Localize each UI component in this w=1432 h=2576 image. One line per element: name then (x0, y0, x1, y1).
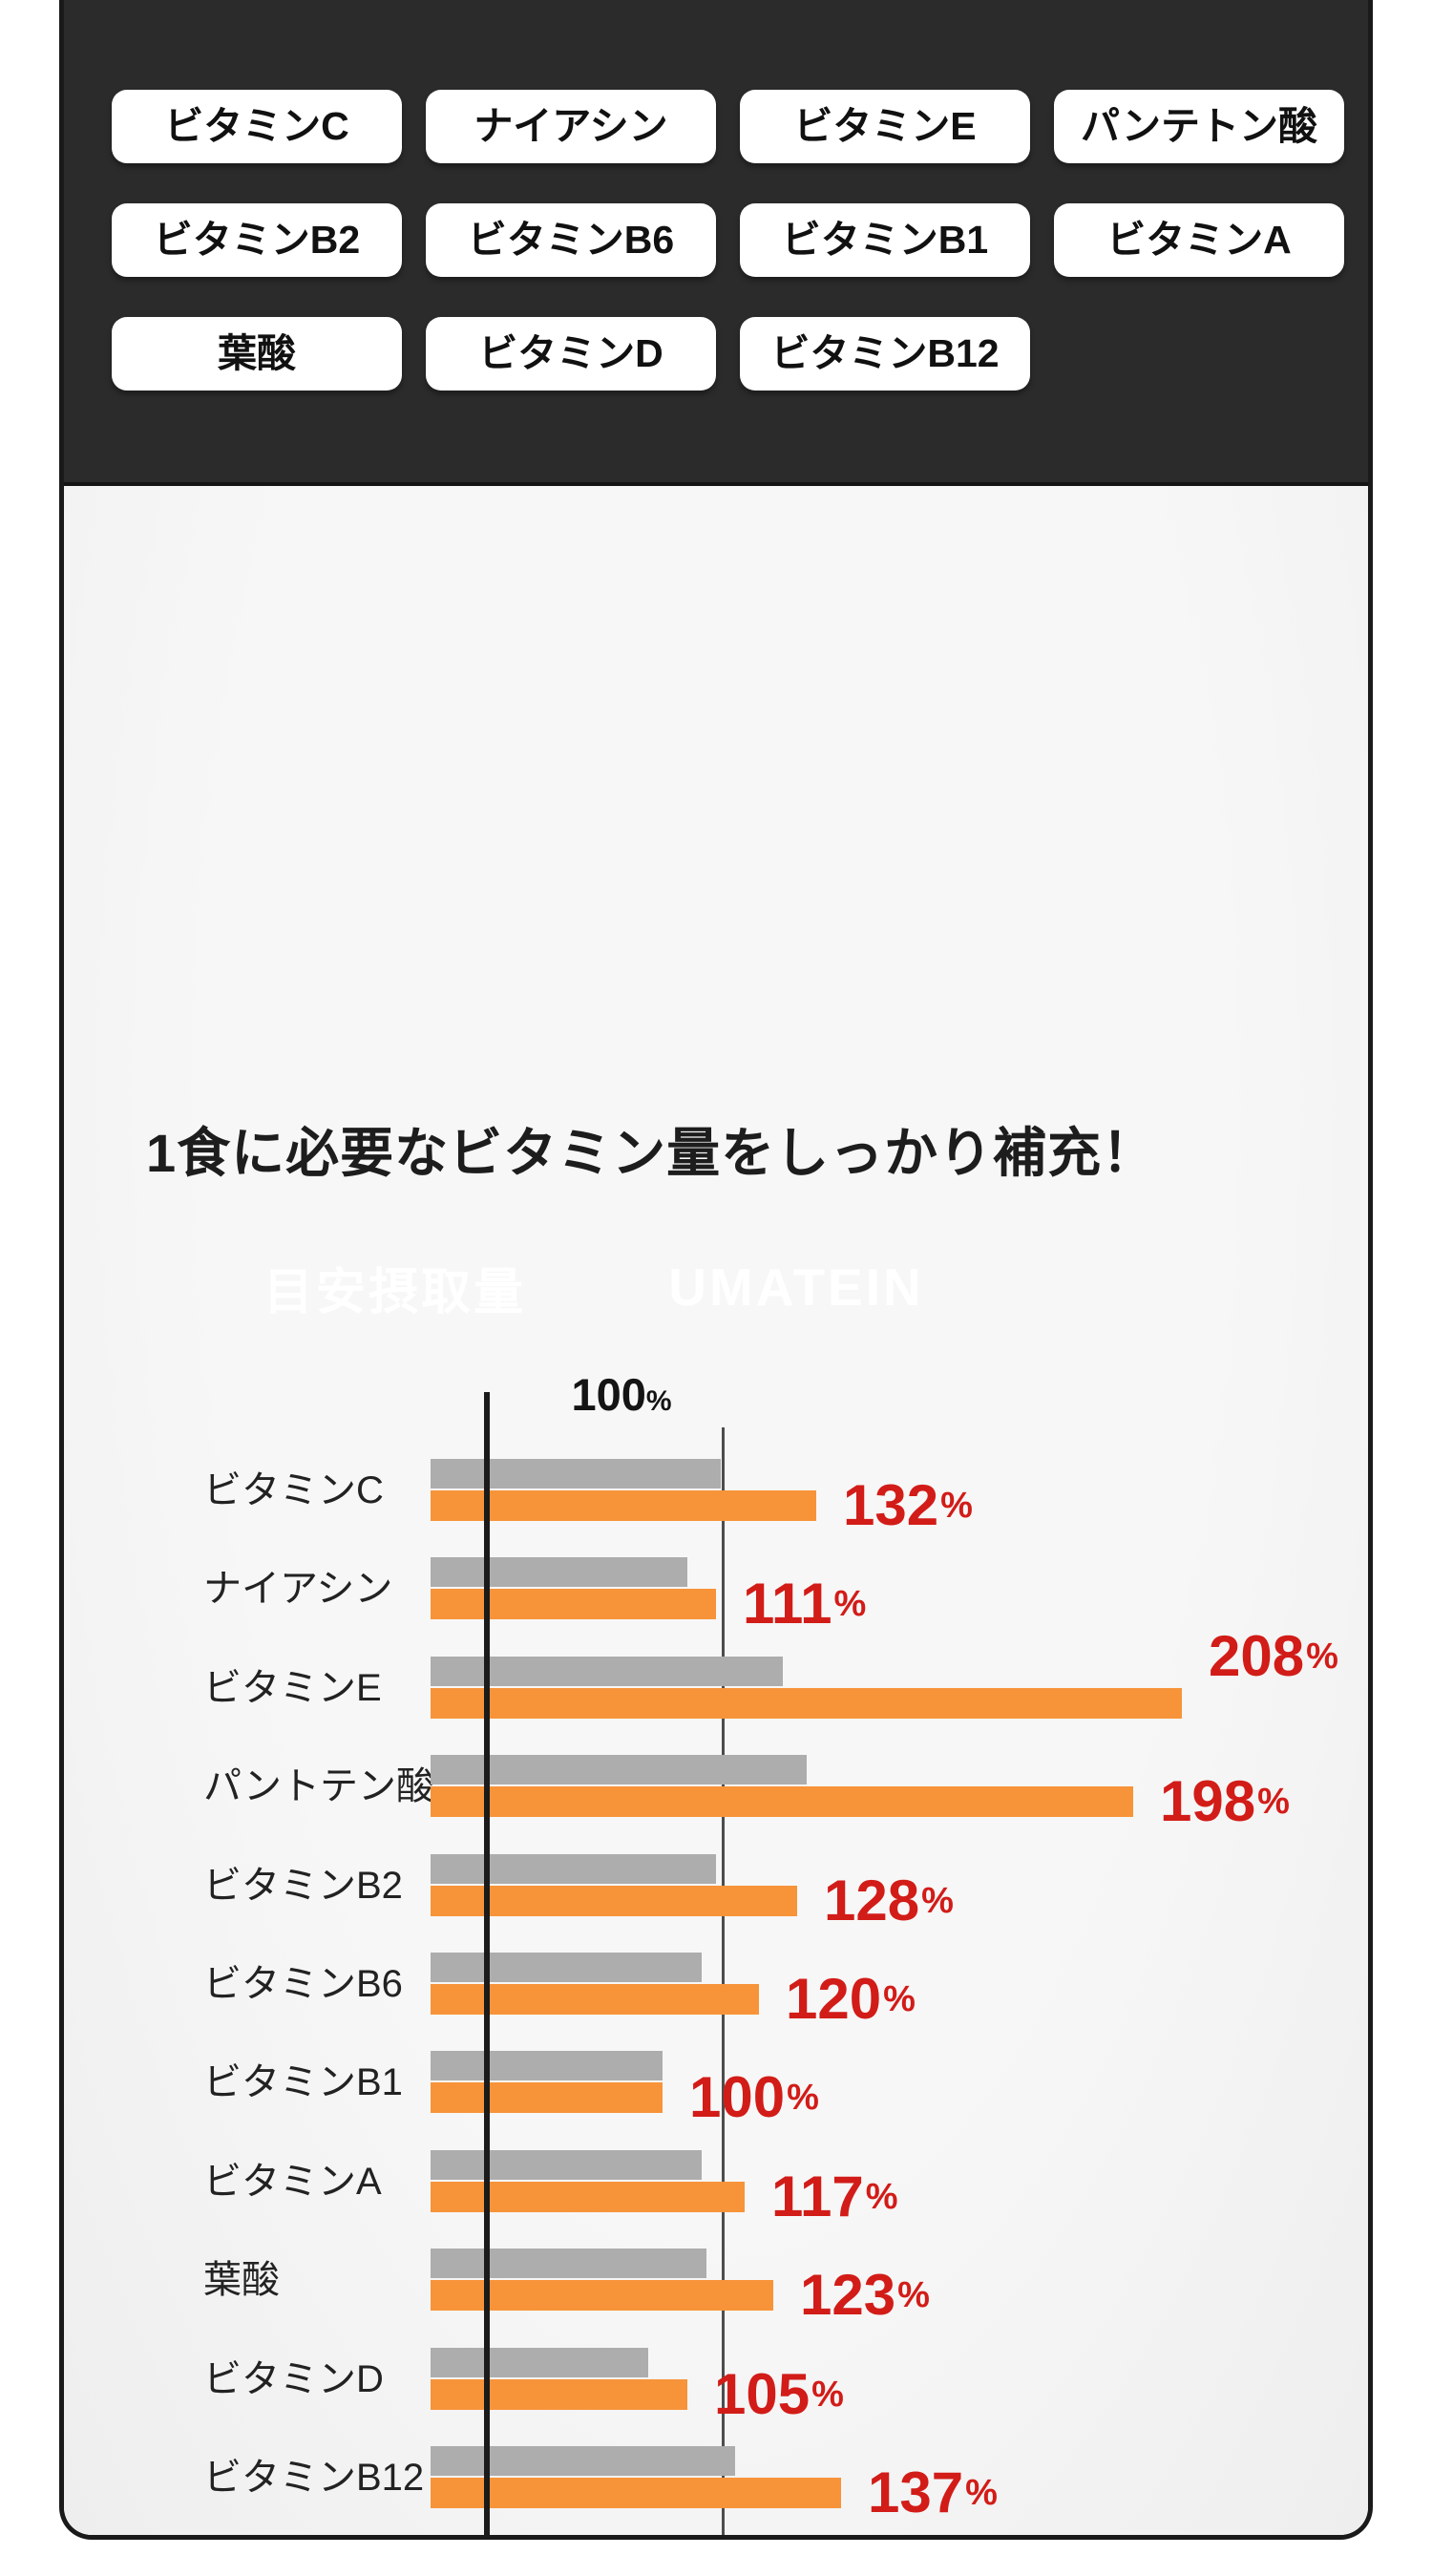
value-number: 120 (786, 1967, 882, 2031)
umatein-bar-3 (431, 1688, 1182, 1719)
value-number: 137 (868, 2460, 964, 2524)
value-number: 128 (824, 1869, 920, 1932)
vitamin-button-7[interactable]: ビタミンB1 (740, 203, 1030, 277)
value-label-8: 117% (771, 2166, 898, 2228)
legend-umatein: UMATEIN (668, 1257, 924, 1317)
value-label-10: 105% (714, 2364, 844, 2425)
category-label-1: ビタミンC (203, 1469, 384, 1511)
category-label-5: ビタミンB2 (203, 1865, 403, 1907)
reference-bar-5 (431, 1854, 716, 1884)
value-label-1: 132% (843, 1475, 973, 1536)
umatein-bar-9 (431, 2280, 773, 2311)
vitamin-button-11[interactable]: ビタミンB12 (740, 317, 1030, 391)
axis-marker-100: 100% (550, 1372, 693, 1417)
value-number: 111 (743, 1572, 832, 1636)
value-percent-sign: % (833, 1584, 867, 1624)
value-percent-sign: % (883, 1979, 916, 2019)
infographic-card: ビタミンC ナイアシン ビタミンE パンテトン酸 ビタミンB2 ビタミンB6 ビタミンB1 ビ… (59, 0, 1373, 2540)
vitamin-button-grid: ビタミンC ナイアシン ビタミンE パンテトン酸ビタミンB2 ビタミンB6 ビタミンB1 ビ… (112, 90, 1344, 391)
value-percent-sign: % (897, 2275, 930, 2315)
vitamin-button-8[interactable]: ビタミンA (1054, 203, 1344, 277)
umatein-bar-7 (431, 2082, 663, 2113)
value-percent-sign: % (940, 1486, 973, 1526)
vitamin-buttons-header: ビタミンC ナイアシン ビタミンE パンテトン酸ビタミンB2 ビタミンB6 ビタミンB1 ビ… (64, 0, 1368, 486)
reference-bar-8 (431, 2150, 702, 2180)
value-label-7: 100% (689, 2067, 819, 2128)
category-label-10: ビタミンD (203, 2358, 384, 2400)
value-label-2: 111% (743, 1573, 866, 1635)
value-number: 100 (689, 2065, 786, 2129)
value-number: 208 (1209, 1624, 1305, 1688)
vitamin-button-5[interactable]: ビタミンB2 (112, 203, 402, 277)
category-label-7: ビタミンB1 (203, 2061, 403, 2103)
vitamin-button-10[interactable]: ビタミンD (426, 317, 716, 391)
chart-panel: 1食に必要なビタミン量をしっかり補充！ 目安摂取量 UMATEIN 100% ビ… (64, 486, 1368, 2535)
value-percent-sign: % (965, 2473, 998, 2513)
reference-bar-10 (431, 2348, 648, 2377)
category-label-9: 葉酸 (203, 2259, 280, 2301)
value-number: 123 (800, 2263, 896, 2327)
category-label-8: ビタミンA (203, 2161, 382, 2203)
category-label-6: ビタミンB6 (203, 1963, 403, 2005)
value-label-4: 198% (1160, 1771, 1290, 1832)
value-number: 105 (714, 2362, 811, 2426)
vitamin-button-4[interactable]: パンテトン酸 (1054, 90, 1344, 163)
value-label-9: 123% (800, 2265, 930, 2326)
umatein-bar-8 (431, 2182, 745, 2212)
reference-bar-2 (431, 1557, 687, 1587)
category-label-11: ビタミンB12 (203, 2457, 425, 2499)
umatein-bar-2 (431, 1589, 716, 1619)
value-label-5: 128% (824, 1870, 954, 1932)
value-percent-sign: % (811, 2375, 844, 2415)
axis-marker-suffix: % (645, 1385, 672, 1417)
umatein-bar-10 (431, 2379, 687, 2410)
value-percent-sign: % (787, 2078, 819, 2118)
vitamin-button-9[interactable]: 葉酸 (112, 317, 402, 391)
y-axis-line (484, 1392, 490, 2535)
reference-bar-11 (431, 2446, 735, 2476)
value-percent-sign: % (921, 1881, 954, 1921)
vitamin-button-2[interactable]: ナイアシン (426, 90, 716, 163)
value-label-11: 137% (868, 2462, 998, 2523)
umatein-bar-4 (431, 1786, 1133, 1817)
value-number: 198 (1160, 1769, 1256, 1833)
value-number: 117 (771, 2164, 864, 2228)
value-percent-sign: % (1257, 1782, 1290, 1822)
value-number: 132 (843, 1473, 939, 1537)
category-label-3: ビタミンE (203, 1667, 382, 1709)
category-label-4: パントテン酸 (203, 1765, 434, 1807)
vitamin-button-6[interactable]: ビタミンB6 (426, 203, 716, 277)
umatein-bar-6 (431, 1984, 759, 2015)
value-label-3: 208% (1209, 1626, 1338, 1687)
umatein-bar-5 (431, 1886, 797, 1916)
reference-bar-4 (431, 1755, 807, 1784)
value-label-6: 120% (786, 1969, 916, 2030)
reference-line-100 (722, 1427, 725, 2535)
value-percent-sign: % (1306, 1636, 1338, 1677)
reference-bar-9 (431, 2249, 706, 2278)
panel-title: 1食に必要なビタミン量をしっかり補充！ (146, 1123, 1157, 1183)
axis-marker-value: 100 (571, 1369, 646, 1420)
vitamin-button-3[interactable]: ビタミンE (740, 90, 1030, 163)
legend-reference-intake: 目安摂取量 (263, 1264, 526, 1320)
value-percent-sign: % (865, 2177, 898, 2217)
umatein-bar-1 (431, 1490, 816, 1521)
vitamin-button-1[interactable]: ビタミンC (112, 90, 402, 163)
category-label-2: ナイアシン (203, 1568, 393, 1610)
reference-bar-1 (431, 1459, 721, 1489)
reference-bar-7 (431, 2051, 663, 2080)
umatein-bar-11 (431, 2478, 841, 2508)
reference-bar-6 (431, 1953, 702, 1982)
